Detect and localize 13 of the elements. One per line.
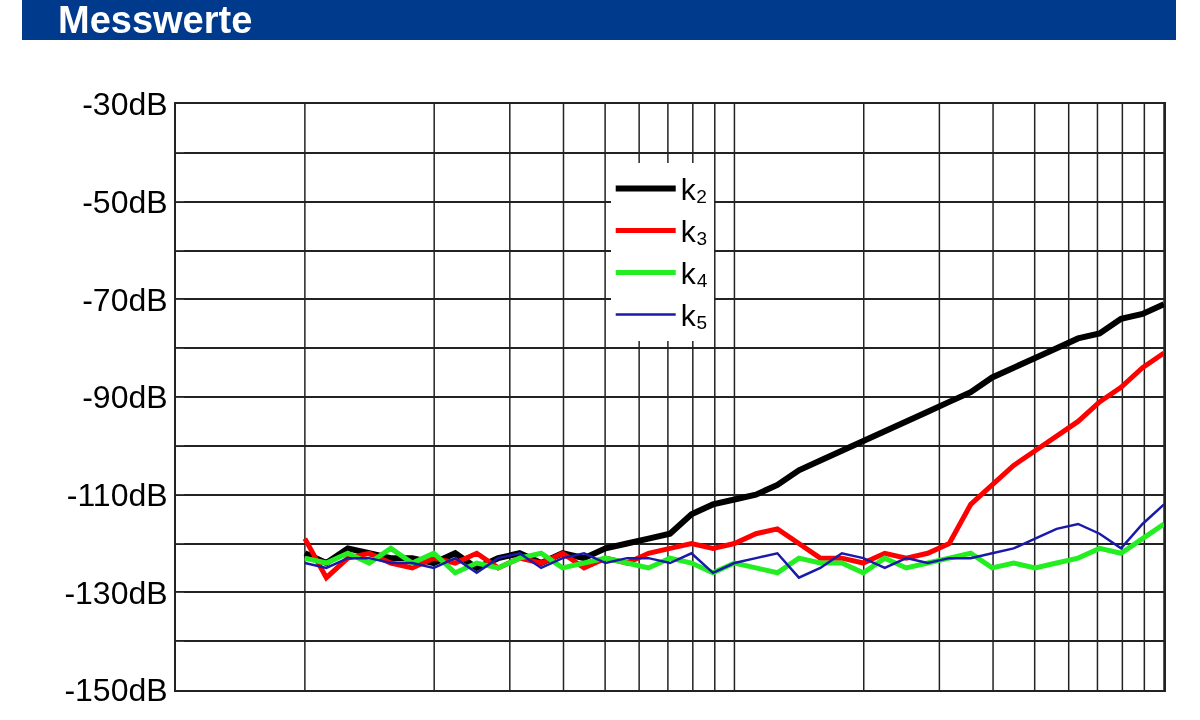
y-tick-label: -70dB: [82, 281, 168, 318]
y-tick-label: -130dB: [64, 574, 168, 611]
legend-label: k₅: [680, 299, 708, 333]
y-tick-label: -150dB: [64, 672, 168, 709]
legend-label: k₄: [680, 257, 708, 291]
line-series: [303, 503, 1164, 579]
chart-title: Messwerte: [22, 0, 1176, 41]
y-tick-label: -90dB: [82, 379, 168, 416]
y-tick-label: -30dB: [82, 86, 168, 123]
y-tick-label: -110dB: [66, 476, 168, 513]
legend-label: k₃: [680, 215, 708, 249]
y-tick-label: -50dB: [82, 183, 168, 220]
legend-label: k₂: [680, 173, 708, 207]
